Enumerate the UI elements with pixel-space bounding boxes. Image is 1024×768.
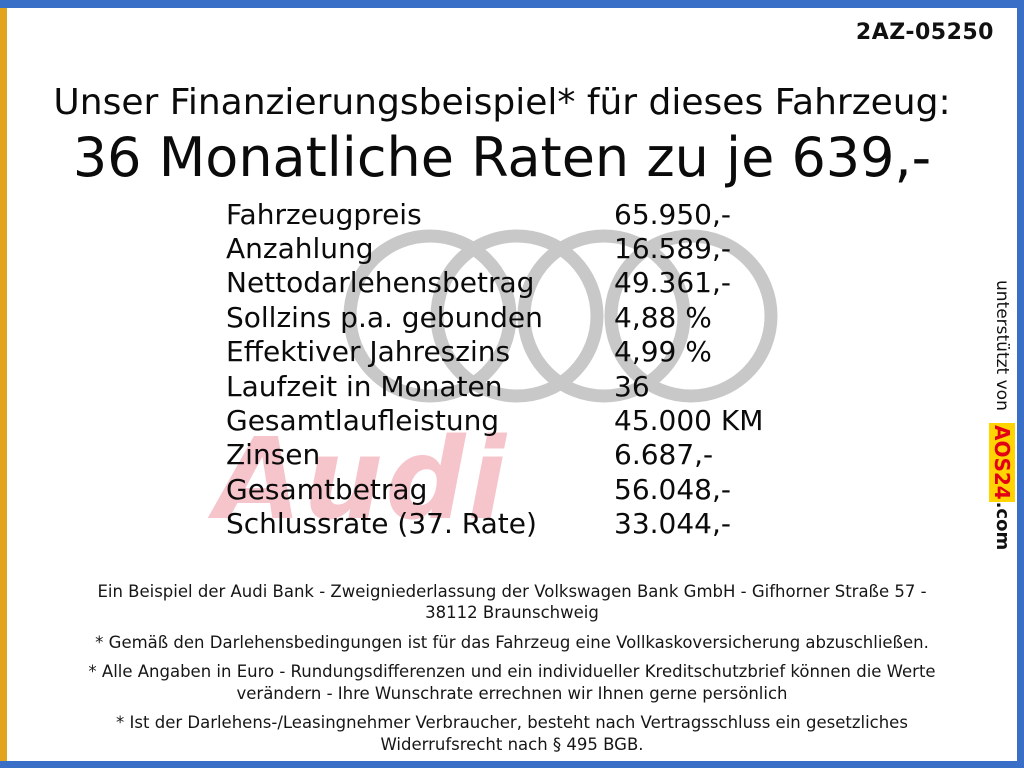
row-label: Effektiver Jahreszins <box>226 335 511 369</box>
row-value: 65.950,- <box>614 197 731 231</box>
row-label: Anzahlung <box>226 232 374 266</box>
table-row: Laufzeit in Monaten 36 <box>226 369 763 403</box>
finance-table: Fahrzeugpreis 65.950,- Anzahlung 16.589,… <box>226 197 763 541</box>
reference-code: 2AZ-05250 <box>855 20 994 45</box>
row-value: 33.044,- <box>614 507 731 541</box>
supported-by-banner: unterstützt von AOS24.com <box>989 280 1015 580</box>
table-row: Gesamtbetrag 56.048,- <box>226 472 763 506</box>
row-label: Schlussrate (37. Rate) <box>226 507 537 541</box>
table-row: Zinsen 6.687,- <box>226 438 763 472</box>
row-label: Zinsen <box>226 438 321 472</box>
row-label: Sollzins p.a. gebunden <box>226 300 543 334</box>
frame-top-border <box>0 0 1024 8</box>
row-value: 4,99 % <box>614 335 712 369</box>
row-label: Laufzeit in Monaten <box>226 369 503 403</box>
finance-example-headline: Unser Finanzierungsbeispiel* für dieses … <box>53 82 951 123</box>
row-value: 6.687,- <box>614 438 714 472</box>
disclaimer-footer: Ein Beispiel der Audi Bank - Zweignieder… <box>72 581 952 763</box>
row-value: 16.589,- <box>614 232 731 266</box>
row-label: Nettodarlehensbetrag <box>226 266 535 300</box>
row-label: Fahrzeugpreis <box>226 197 422 231</box>
row-value: 45.000 KM <box>614 404 764 438</box>
row-label: Gesamtlaufleistung <box>226 404 500 438</box>
disclaimer-withdrawal: * Ist der Darlehens-/Leasingnehmer Verbr… <box>116 713 908 754</box>
aos24-logo: AOS24 <box>989 422 1015 502</box>
disclaimer-rounding: * Alle Angaben in Euro - Rundungsdiffere… <box>88 662 936 703</box>
row-value: 49.361,- <box>614 266 731 300</box>
audi-rings-icon <box>343 229 778 403</box>
frame-bottom-border <box>0 761 1024 768</box>
table-row: Gesamtlaufleistung 45.000 KM <box>226 403 763 437</box>
table-row: Fahrzeugpreis 65.950,- <box>226 197 763 231</box>
table-row: Nettodarlehensbetrag 49.361,- <box>226 266 763 300</box>
row-value: 4,88 % <box>614 300 712 334</box>
row-value: 36 <box>614 369 650 403</box>
monthly-rate-headline: 36 Monatliche Raten zu je 639,- <box>72 126 932 189</box>
aos24-domain-suffix: .com <box>992 501 1013 551</box>
disclaimer-insurance: * Gemäß den Darlehensbedingungen ist für… <box>95 632 929 652</box>
supported-by-label: unterstützt von <box>992 280 1012 411</box>
row-label: Gesamtbetrag <box>226 472 428 506</box>
frame-right-border <box>1017 0 1024 768</box>
disclaimer-bank-address: Ein Beispiel der Audi Bank - Zweignieder… <box>97 582 927 623</box>
table-row: Sollzins p.a. gebunden 4,88 % <box>226 300 763 334</box>
row-value: 56.048,- <box>614 472 731 506</box>
table-row: Effektiver Jahreszins 4,99 % <box>226 335 763 369</box>
frame-left-border <box>0 0 7 768</box>
table-row: Schlussrate (37. Rate) 33.044,- <box>226 507 763 541</box>
table-row: Anzahlung 16.589,- <box>226 231 763 265</box>
